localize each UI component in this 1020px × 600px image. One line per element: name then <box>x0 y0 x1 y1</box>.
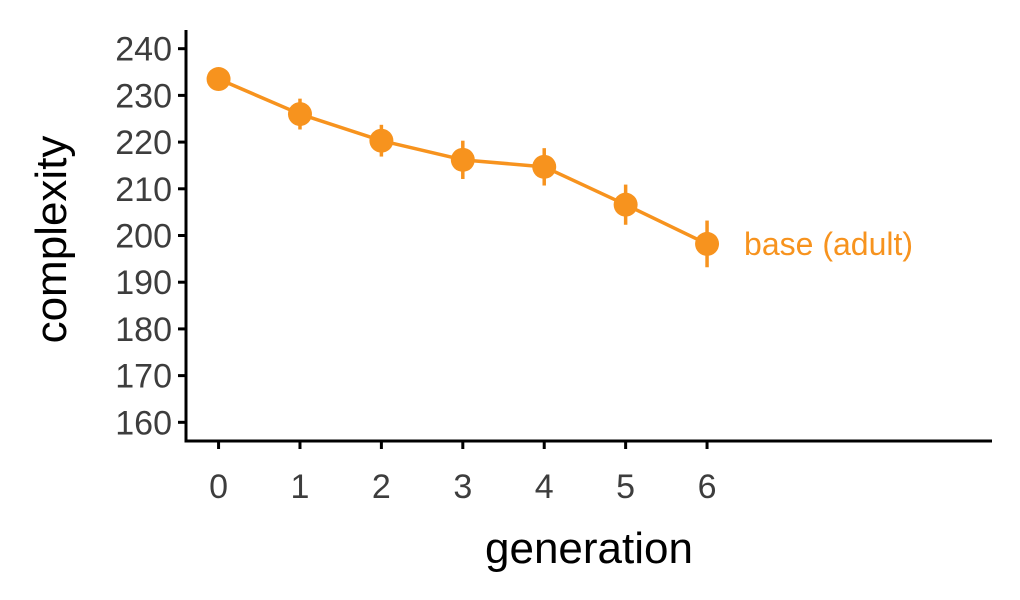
y-tick-label: 220 <box>115 124 172 162</box>
data-point <box>369 128 394 153</box>
x-tick-label: 0 <box>209 468 228 506</box>
x-axis-ticks: 0 1 2 3 4 5 6 <box>209 441 717 506</box>
x-tick-label: 6 <box>698 468 717 506</box>
x-axis-title: generation <box>485 524 693 573</box>
y-tick-label: 180 <box>115 311 172 349</box>
series-label: base (adult) <box>744 226 913 262</box>
y-tick-label: 160 <box>115 404 172 442</box>
data-point <box>450 147 475 172</box>
y-tick-label: 170 <box>115 358 172 396</box>
y-tick-label: 190 <box>115 264 172 302</box>
x-tick-label: 5 <box>616 468 635 506</box>
y-tick-label: 200 <box>115 218 172 256</box>
data-point <box>206 67 231 92</box>
y-tick-label: 230 <box>115 77 172 115</box>
x-tick-label: 4 <box>535 468 554 506</box>
y-tick-label: 210 <box>115 171 172 209</box>
y-axis-ticks: 160 170 180 190 200 210 220 230 240 <box>115 31 186 442</box>
y-tick-label: 240 <box>115 31 172 69</box>
data-point <box>532 154 557 179</box>
data-point <box>613 192 638 217</box>
y-axis-title: complexity <box>27 136 76 344</box>
data-point <box>695 231 720 256</box>
plot-marks: base (adult) <box>206 67 913 268</box>
x-tick-label: 1 <box>291 468 310 506</box>
x-tick-label: 2 <box>372 468 391 506</box>
data-point <box>287 102 312 127</box>
x-tick-label: 3 <box>453 468 472 506</box>
